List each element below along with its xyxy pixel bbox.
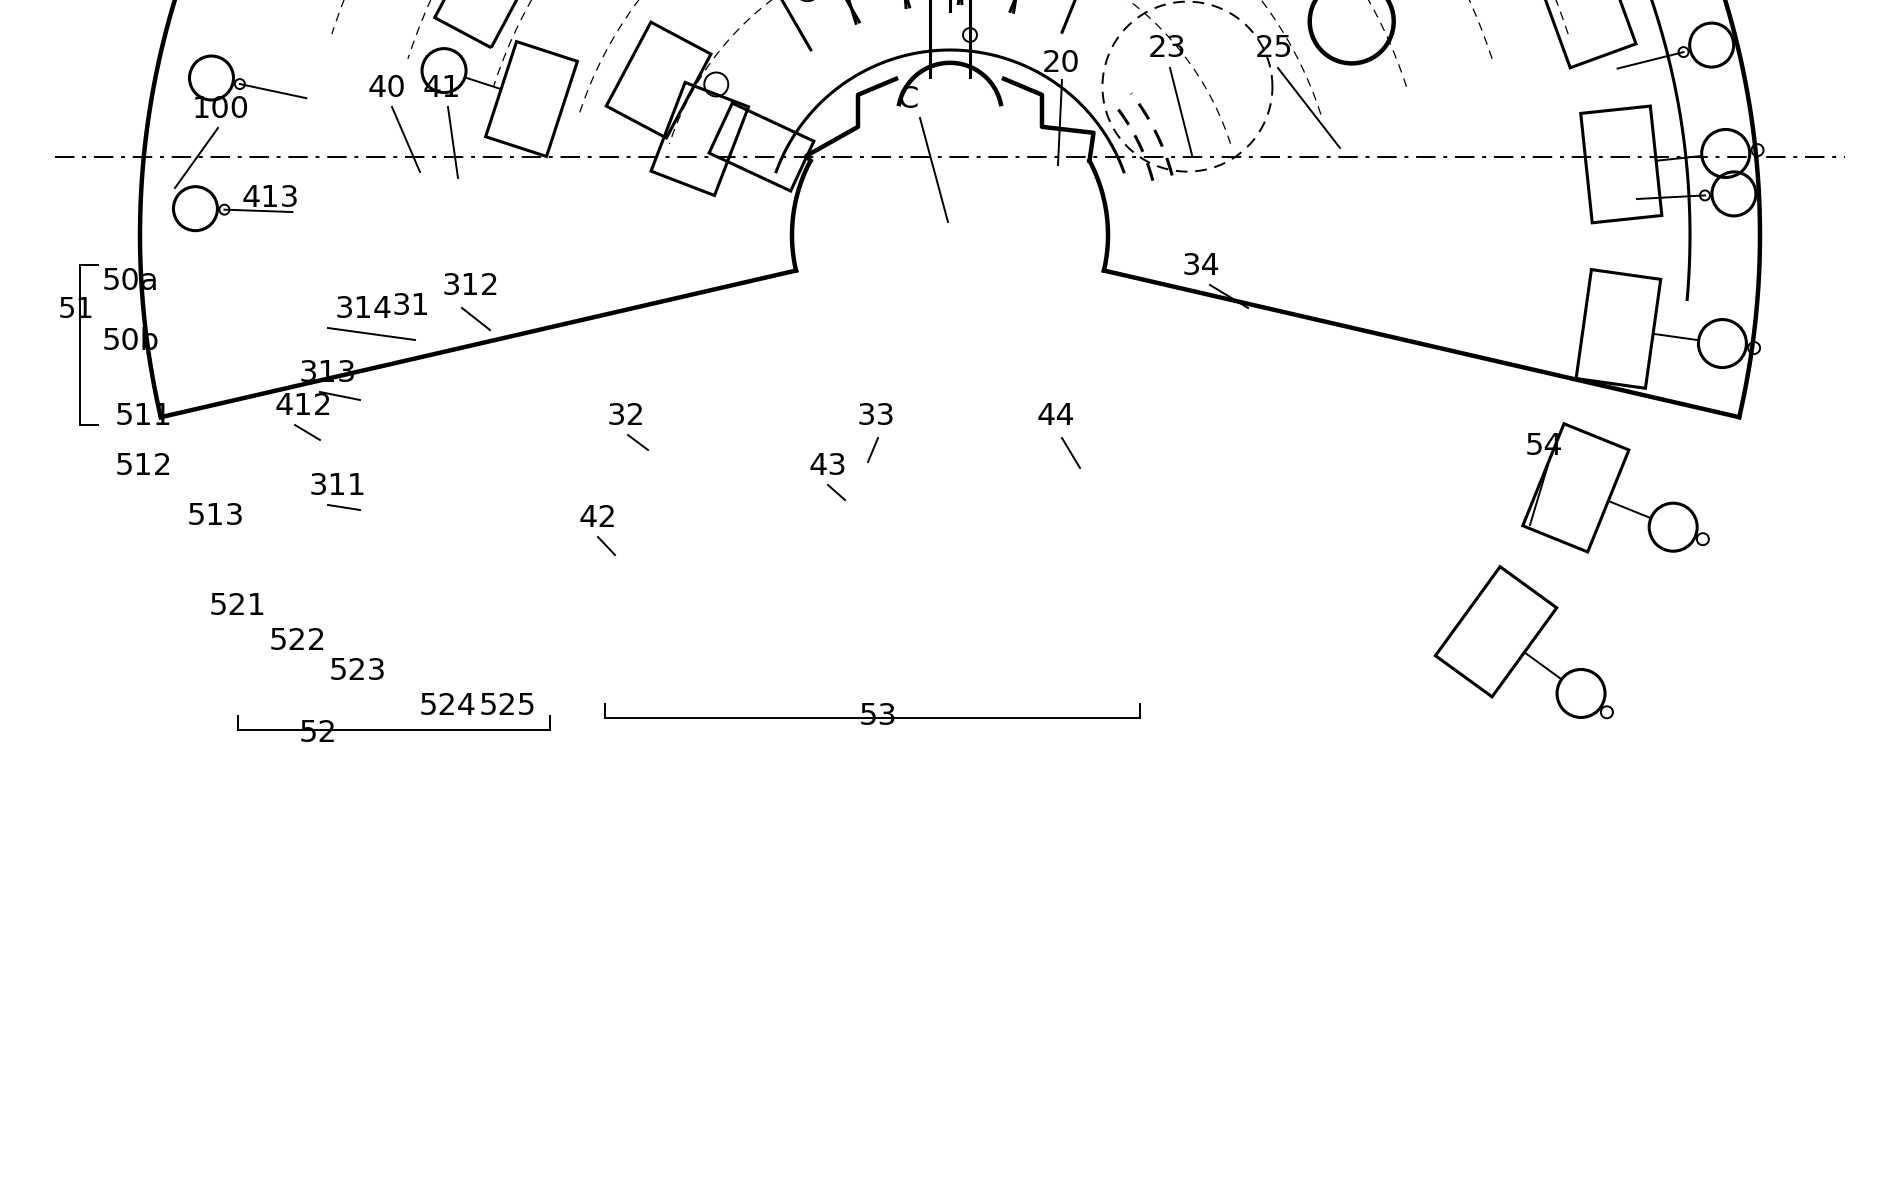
Text: 100: 100	[191, 95, 250, 125]
Text: 41: 41	[423, 74, 462, 103]
Text: 52: 52	[299, 719, 337, 748]
Text: 312: 312	[442, 272, 500, 301]
Text: 512: 512	[116, 452, 172, 482]
Text: 314: 314	[335, 295, 394, 323]
Text: 311: 311	[309, 472, 368, 501]
Text: 54: 54	[1525, 432, 1563, 461]
Text: 34: 34	[1182, 252, 1220, 282]
Text: 43: 43	[809, 452, 847, 482]
Text: 51: 51	[59, 296, 95, 323]
Text: 511: 511	[116, 403, 172, 431]
Text: 521: 521	[208, 592, 267, 621]
Text: 44: 44	[1037, 403, 1076, 431]
Text: 20: 20	[1042, 49, 1080, 78]
Text: 513: 513	[188, 502, 244, 531]
Text: 25: 25	[1254, 34, 1294, 63]
Text: C: C	[896, 85, 919, 114]
Text: 23: 23	[1148, 34, 1186, 63]
Text: 31: 31	[392, 292, 430, 321]
Text: 40: 40	[368, 74, 407, 103]
Text: 33: 33	[857, 403, 896, 431]
Text: 523: 523	[330, 657, 387, 686]
Text: 53: 53	[858, 702, 898, 731]
Text: 524: 524	[419, 692, 478, 721]
Text: 32: 32	[606, 403, 646, 431]
Text: 50a: 50a	[102, 267, 159, 296]
Text: 522: 522	[269, 627, 328, 657]
Text: 50b: 50b	[102, 327, 159, 356]
Text: 313: 313	[299, 359, 358, 388]
Text: 525: 525	[479, 692, 536, 721]
Text: 42: 42	[580, 504, 618, 533]
Text: 413: 413	[243, 184, 299, 213]
Text: 412: 412	[275, 392, 334, 420]
